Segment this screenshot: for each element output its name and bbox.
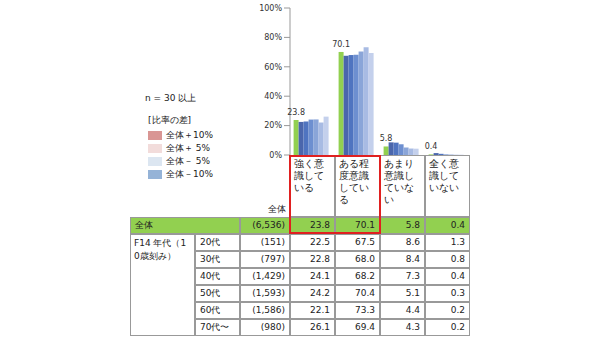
html-text:68.2: 68.2 — [355, 271, 375, 281]
html-text:70代〜: 70代〜 — [200, 322, 230, 332]
html-text:22.1: 22.1 — [310, 305, 330, 315]
html-text:40代: 40代 — [200, 271, 221, 281]
html-text:0.2: 0.2 — [450, 322, 465, 332]
html-text:69.4: 69.4 — [355, 322, 375, 332]
svg-text:70.1: 70.1 — [332, 40, 350, 49]
html-text:4.4: 4.4 — [405, 305, 420, 315]
html-text:[比率の差]: [比率の差] — [148, 115, 191, 125]
html-text:0.2: 0.2 — [450, 305, 465, 315]
html-text:8.4: 8.4 — [405, 254, 420, 264]
html-text:全体＋ 5%: 全体＋ 5% — [166, 143, 211, 153]
html-text:全く意識していない: 全く意識していない — [429, 158, 459, 193]
html-text:7.3: 7.3 — [405, 271, 420, 281]
svg-text:23.8: 23.8 — [287, 108, 305, 117]
html-text:(980): (980) — [260, 322, 285, 332]
html-text:全体－10%: 全体－10% — [166, 169, 213, 179]
html-text:(1,429): (1,429) — [252, 271, 285, 281]
html-text:(1,593): (1,593) — [252, 288, 285, 298]
html-text:22.5: 22.5 — [310, 237, 330, 247]
html-text:あまり意識していない: あまり意識していない — [384, 158, 414, 205]
html-text:0.4: 0.4 — [450, 271, 465, 281]
html-text:22.8: 22.8 — [310, 254, 330, 264]
html-text:24.1: 24.1 — [310, 271, 330, 281]
html-text:5.8: 5.8 — [405, 220, 420, 230]
html-text:0.3: 0.3 — [450, 288, 465, 298]
html-text:n = 30 以上: n = 30 以上 — [145, 93, 197, 103]
html-text:23.8: 23.8 — [310, 220, 330, 230]
html-text:30代: 30代 — [200, 254, 221, 264]
html-text:(797): (797) — [260, 254, 285, 264]
html-text:全体: 全体 — [135, 220, 153, 230]
html-text:24.2: 24.2 — [310, 288, 330, 298]
html-text:5.1: 5.1 — [405, 288, 420, 298]
html-text:全体: 全体 — [268, 204, 286, 214]
html-text:20代: 20代 — [200, 237, 221, 247]
html-text:(6,536): (6,536) — [252, 220, 285, 230]
svg-text:5.8: 5.8 — [380, 134, 393, 143]
html-text:67.5: 67.5 — [355, 237, 375, 247]
html-text:0.4: 0.4 — [450, 220, 465, 230]
html-text:70.4: 70.4 — [355, 288, 375, 298]
html-text:26.1: 26.1 — [310, 322, 330, 332]
html-text:F14 年代（10歳刻み）: F14 年代（10歳刻み） — [134, 238, 187, 261]
svg-text:60%: 60% — [264, 63, 282, 72]
html-text:0.8: 0.8 — [450, 254, 465, 264]
svg-text:20%: 20% — [264, 121, 282, 130]
html-text:全体＋10%: 全体＋10% — [166, 130, 213, 140]
html-text:強く意識している: 強く意識している — [294, 158, 324, 193]
svg-text:80%: 80% — [264, 33, 282, 42]
html-text:70.1: 70.1 — [355, 220, 375, 230]
html-text:(1,586): (1,586) — [252, 305, 285, 315]
html-text:60代: 60代 — [200, 305, 221, 315]
svg-text:0.4: 0.4 — [425, 142, 438, 151]
svg-text:0%: 0% — [269, 151, 282, 160]
html-text:50代: 50代 — [200, 288, 221, 298]
html-text:1.3: 1.3 — [450, 237, 465, 247]
svg-text:40%: 40% — [264, 92, 282, 101]
html-text:68.0: 68.0 — [355, 254, 375, 264]
svg-text:100%: 100% — [259, 4, 282, 13]
html-text:(151): (151) — [260, 237, 285, 247]
html-text:ある程度意識している: ある程度意識している — [339, 158, 369, 205]
html-text:8.6: 8.6 — [405, 237, 420, 247]
html-text:全体－ 5%: 全体－ 5% — [166, 156, 211, 166]
html-text:73.3: 73.3 — [355, 305, 375, 315]
html-text:4.3: 4.3 — [405, 322, 420, 332]
